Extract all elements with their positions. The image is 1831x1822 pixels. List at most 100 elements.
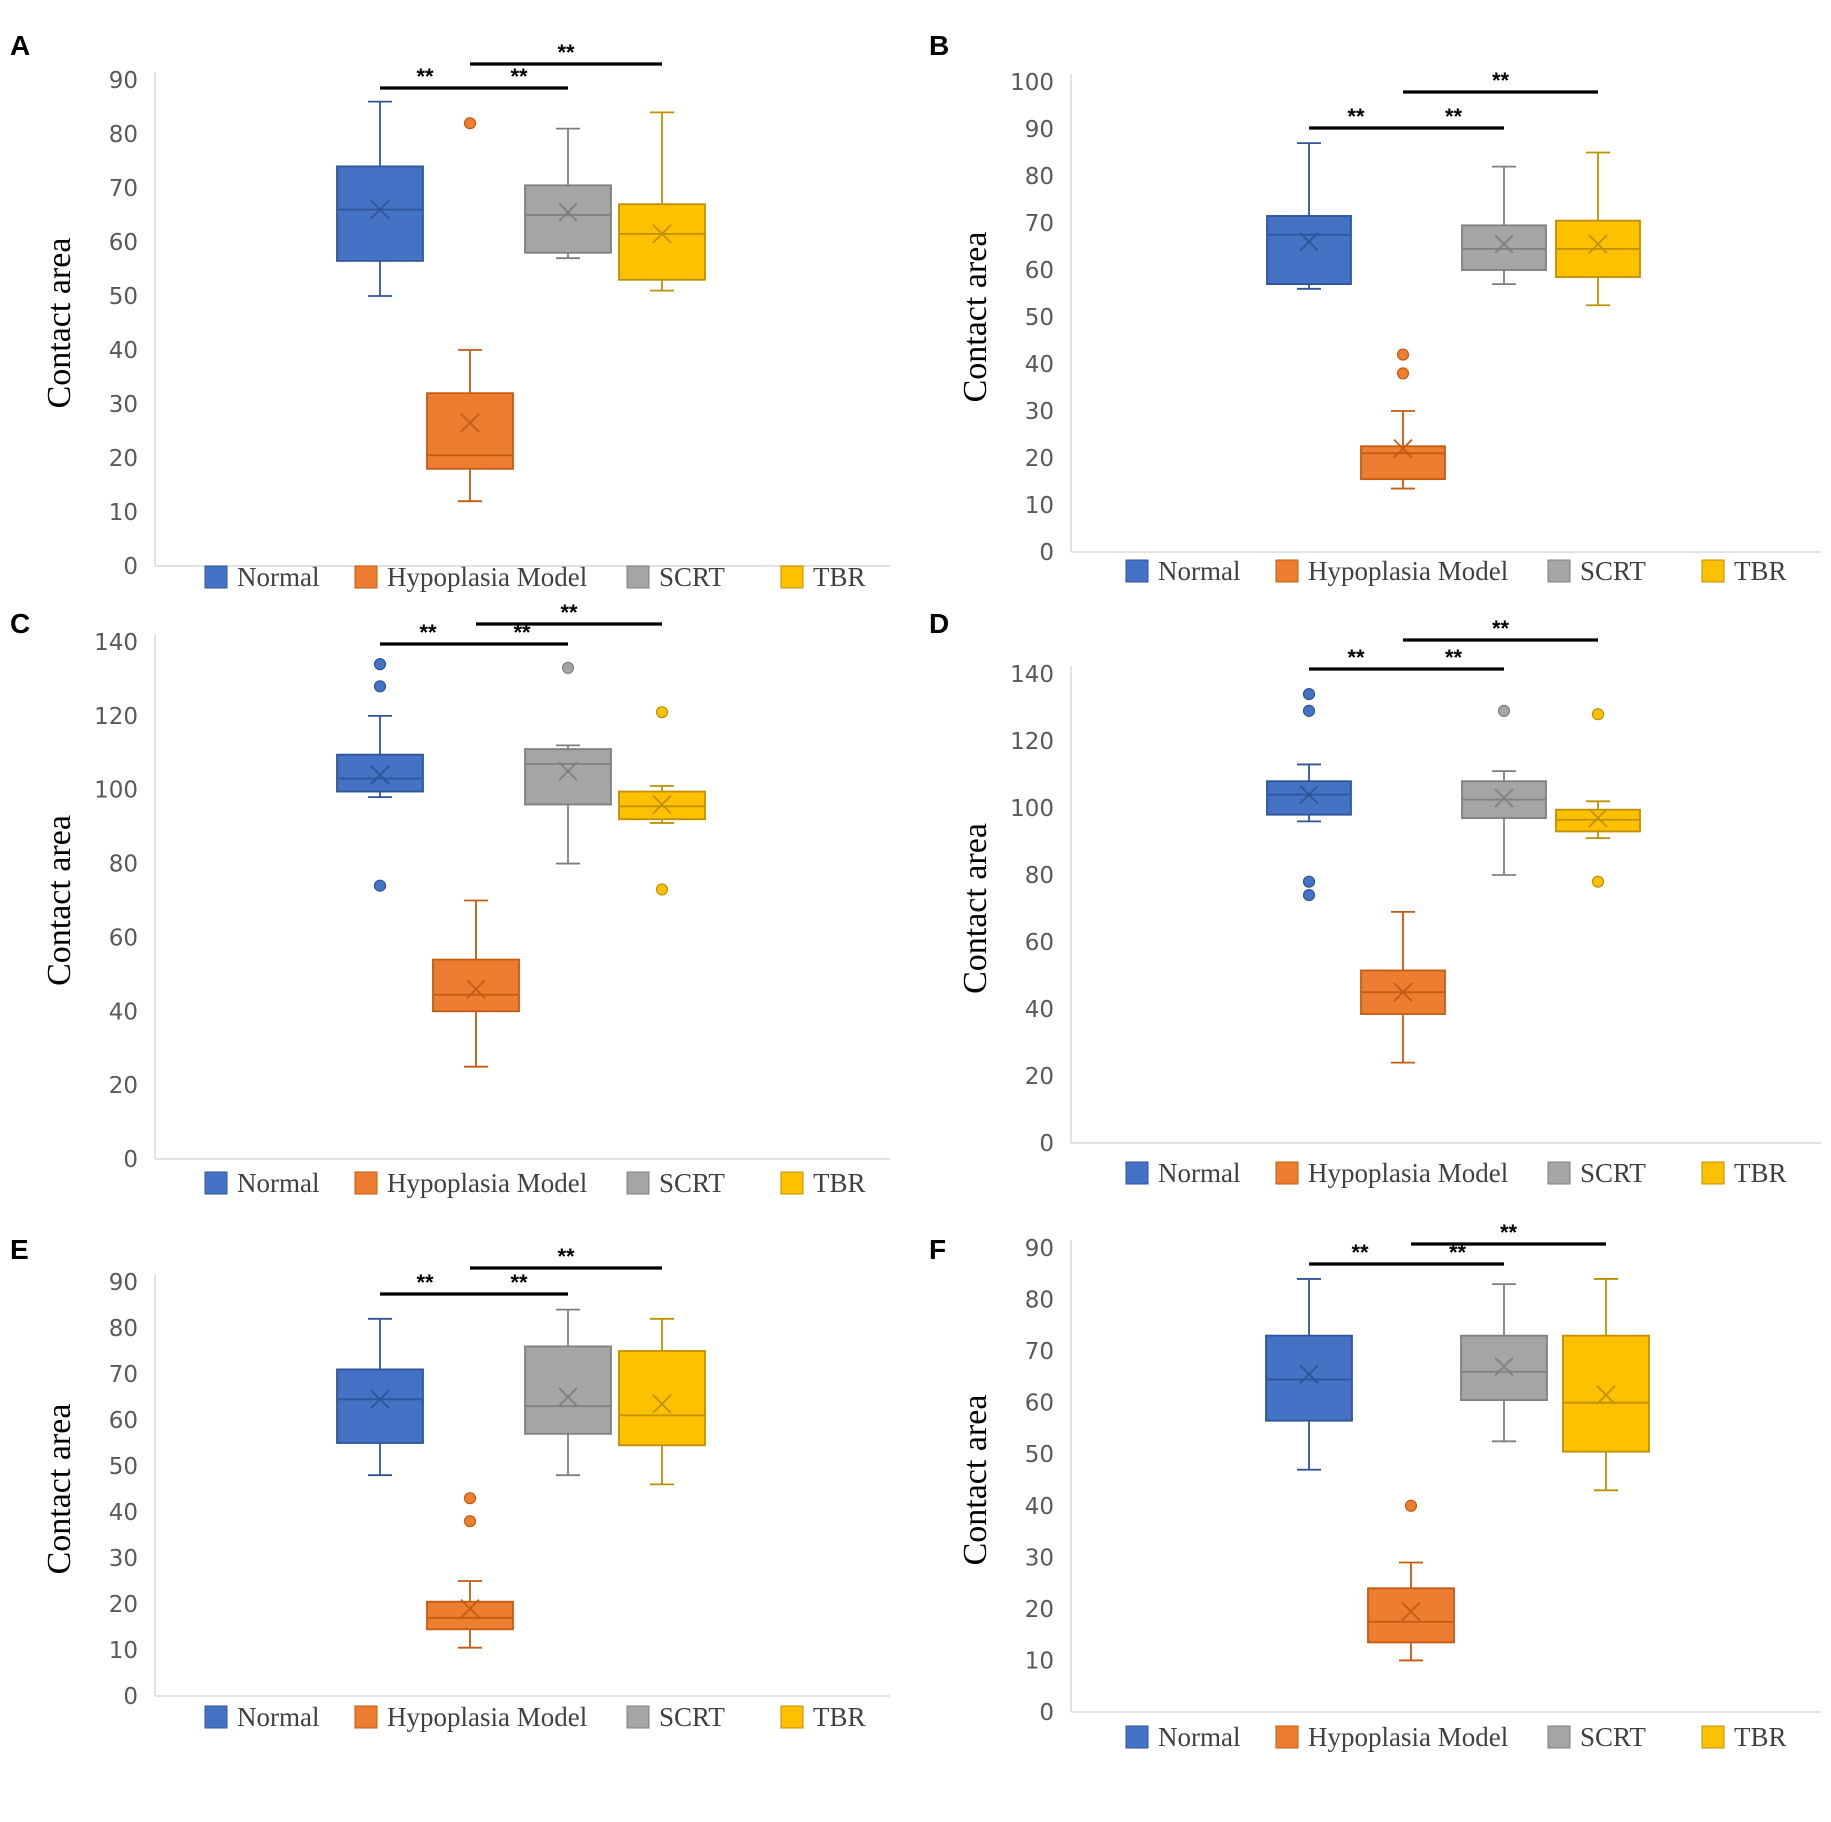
significance-label: ** [1445,645,1463,670]
outlier-point [463,1515,477,1528]
y-tick-label: 40 [109,1500,138,1526]
box-iqr [1367,1587,1455,1644]
mean-marker [558,1387,578,1407]
legend-label: TBR [1734,1722,1787,1752]
y-tick-label: 90 [109,68,138,94]
mean-marker [1393,982,1413,1002]
chart-svg: C 0 20 40 60 80 100 120 140 Contact area ** ** ** Nor… [10,600,890,1198]
box-normal [336,1317,424,1477]
y-tick-label: 100 [1010,70,1054,96]
legend-swatch [1275,1161,1299,1185]
y-tick-label: 40 [1025,352,1054,378]
mean-marker [652,794,672,815]
legend-label: Normal [1158,1158,1240,1188]
mean-marker [370,1389,390,1409]
legend-item-scrt: SCRT [1547,1722,1646,1752]
y-tick-label: 90 [109,1270,138,1296]
y-tick-label: 100 [94,778,138,804]
y-tick-label: 80 [1025,1288,1054,1314]
panel-letter: E [10,1234,29,1265]
y-tick-label: 0 [1039,540,1054,566]
legend-item-normal: Normal [1125,1158,1240,1188]
legend-swatch [780,565,804,589]
panel-a: A 0 10 20 30 40 50 60 70 80 90 Contact area ** ** ** No… [0,0,915,600]
significance-label: ** [510,64,528,89]
box-iqr [336,165,424,262]
legend-swatch [780,1171,804,1195]
legend-item-hypoplasia-model: Hypoplasia Model [1275,556,1508,586]
legend-swatch [204,565,228,589]
y-tick-label: 70 [1025,1339,1054,1365]
mean-marker [460,1598,480,1619]
outlier-point [1497,704,1511,717]
y-tick-label: 30 [1025,1545,1054,1571]
box-scrt [1460,1283,1548,1443]
legend-item-tbr: TBR [1701,556,1787,586]
y-axis-label: Contact area [41,238,78,409]
box-iqr [618,203,706,281]
chart-svg: B 0 10 20 30 40 50 60 70 80 90 100 Contact area ** ** *… [929,30,1821,586]
box-hypoplasia-model [426,117,514,503]
legend-swatch [1547,559,1571,583]
box-iqr [1266,780,1352,816]
legend-label: Hypoplasia Model [387,1168,587,1198]
panel-letter: D [929,608,949,639]
legend-item-tbr: TBR [780,562,866,592]
legend-item-hypoplasia-model: Hypoplasia Model [1275,1158,1508,1188]
legend-label: SCRT [659,1702,725,1732]
panel-letter: B [929,30,949,61]
legend-label: Hypoplasia Model [1308,1158,1508,1188]
legend-swatch [1275,559,1299,583]
y-tick-label: 80 [109,852,138,878]
box-tbr [618,1317,706,1486]
legend-label: Normal [1158,1722,1240,1752]
y-tick-label: 50 [109,284,138,310]
panel-letter: F [929,1234,946,1265]
legend-swatch [204,1171,228,1195]
legend-swatch [204,1705,228,1729]
significance-label: ** [560,600,578,625]
panel-letter: A [10,30,30,61]
box-hypoplasia-model [432,899,520,1068]
legend-swatch [1701,1725,1725,1749]
y-tick-label: 10 [109,1638,138,1664]
y-tick-label: 30 [109,392,138,418]
box-normal [1266,142,1352,290]
y-tick-label: 40 [109,338,138,364]
outlier-point [1302,687,1316,701]
significance-label: ** [1351,1240,1369,1265]
legend-item-normal: Normal [204,1168,319,1198]
mean-marker [558,202,578,222]
legend-item-tbr: TBR [780,1168,866,1198]
mean-marker [1299,232,1319,252]
box-iqr [524,184,612,254]
y-tick-label: 30 [1025,399,1054,425]
y-tick-label: 60 [109,925,138,951]
y-tick-label: 120 [1010,729,1054,755]
y-tick-label: 0 [1039,1131,1054,1157]
legend-label: Normal [237,1702,319,1732]
y-tick-label: 80 [109,122,138,148]
y-tick-label: 70 [109,176,138,202]
legend-item-hypoplasia-model: Hypoplasia Model [354,562,587,592]
y-tick-label: 60 [1025,258,1054,284]
mean-marker [558,761,578,781]
box-tbr [1555,708,1641,888]
significance-label: ** [1347,645,1365,670]
legend-item-hypoplasia-model: Hypoplasia Model [354,1702,587,1732]
box-normal [1266,687,1352,902]
legend-label: Normal [237,562,319,592]
box-scrt [1461,165,1547,286]
mean-marker [1393,438,1413,459]
y-tick-label: 20 [1025,446,1054,472]
y-tick-label: 50 [109,1454,138,1480]
chart-svg: F 0 10 20 30 40 50 60 70 80 90 Contact area ** ** ** No… [929,1220,1821,1752]
legend-item-tbr: TBR [1701,1722,1787,1752]
chart-svg: D 0 20 40 60 80 100 120 140 Contact area ** ** ** Nor… [929,608,1821,1188]
legend-swatch [1275,1725,1299,1749]
y-tick-label: 90 [1025,1236,1054,1262]
y-axis-label: Contact area [957,823,994,994]
y-tick-label: 0 [123,1147,138,1173]
box-hypoplasia-model [1360,910,1446,1064]
outlier-point [655,706,669,719]
